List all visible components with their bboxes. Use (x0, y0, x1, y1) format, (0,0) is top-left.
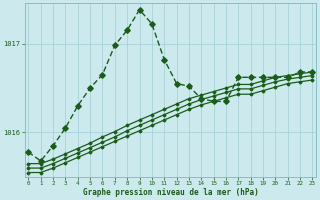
X-axis label: Graphe pression niveau de la mer (hPa): Graphe pression niveau de la mer (hPa) (83, 188, 258, 197)
